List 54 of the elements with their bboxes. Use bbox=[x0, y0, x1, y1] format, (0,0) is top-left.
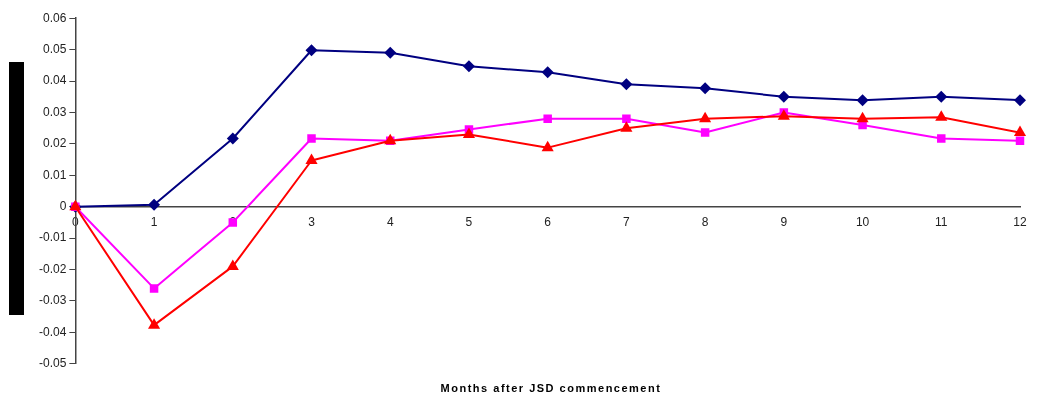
x-tick-label: 11 bbox=[935, 215, 948, 230]
point bbox=[149, 284, 159, 293]
point bbox=[1014, 94, 1026, 107]
x-tick-label: 4 bbox=[386, 215, 394, 230]
point bbox=[543, 114, 552, 123]
x-tick-label: 3 bbox=[308, 215, 316, 230]
y-tick-label: 0.04 bbox=[42, 73, 67, 88]
x-axis-title: Months after JSD commencement bbox=[439, 382, 663, 394]
point bbox=[620, 121, 633, 132]
y-tick-label: 0.05 bbox=[42, 41, 67, 56]
x-tick-label: 9 bbox=[780, 215, 788, 230]
point bbox=[541, 66, 554, 79]
x-tick-label: 1 bbox=[150, 215, 158, 230]
point bbox=[935, 110, 948, 121]
y-tick-label: 0.06 bbox=[42, 10, 67, 25]
point bbox=[226, 259, 239, 270]
y-tick-label: 0.02 bbox=[42, 136, 67, 151]
point bbox=[384, 46, 397, 59]
point bbox=[462, 127, 476, 138]
point bbox=[307, 134, 316, 143]
x-tick-label: 5 bbox=[465, 215, 473, 230]
point bbox=[1013, 125, 1027, 137]
y-tick-label: -0.01 bbox=[38, 230, 67, 245]
point bbox=[937, 134, 946, 143]
point bbox=[935, 90, 948, 103]
point bbox=[699, 111, 712, 123]
y-tick-label: 0.01 bbox=[42, 167, 67, 182]
point bbox=[856, 94, 869, 107]
y-tick-label: 0.03 bbox=[42, 104, 67, 119]
x-tick-label: 8 bbox=[701, 215, 709, 230]
point bbox=[541, 140, 554, 152]
point bbox=[1015, 136, 1025, 145]
point bbox=[777, 90, 790, 103]
point bbox=[305, 153, 318, 165]
point bbox=[856, 111, 869, 123]
x-tick-label: 12 bbox=[1013, 215, 1027, 230]
point bbox=[226, 132, 239, 145]
point bbox=[699, 82, 712, 95]
y-tick-label: -0.05 bbox=[38, 356, 67, 371]
point bbox=[620, 78, 633, 91]
x-tick-label: 10 bbox=[855, 215, 870, 230]
x-tick-label: 7 bbox=[623, 215, 631, 230]
point bbox=[462, 60, 475, 73]
y-tick-label: -0.02 bbox=[38, 261, 67, 276]
x-tick-label: 6 bbox=[544, 215, 552, 230]
point bbox=[622, 114, 631, 123]
y-tick-label: -0.03 bbox=[38, 293, 67, 308]
point bbox=[228, 218, 238, 227]
point bbox=[148, 318, 161, 329]
y-tick-label: -0.04 bbox=[38, 324, 67, 339]
y-tick-label: 0 bbox=[59, 199, 67, 214]
point bbox=[148, 198, 161, 211]
point bbox=[700, 128, 710, 137]
point bbox=[305, 44, 318, 57]
